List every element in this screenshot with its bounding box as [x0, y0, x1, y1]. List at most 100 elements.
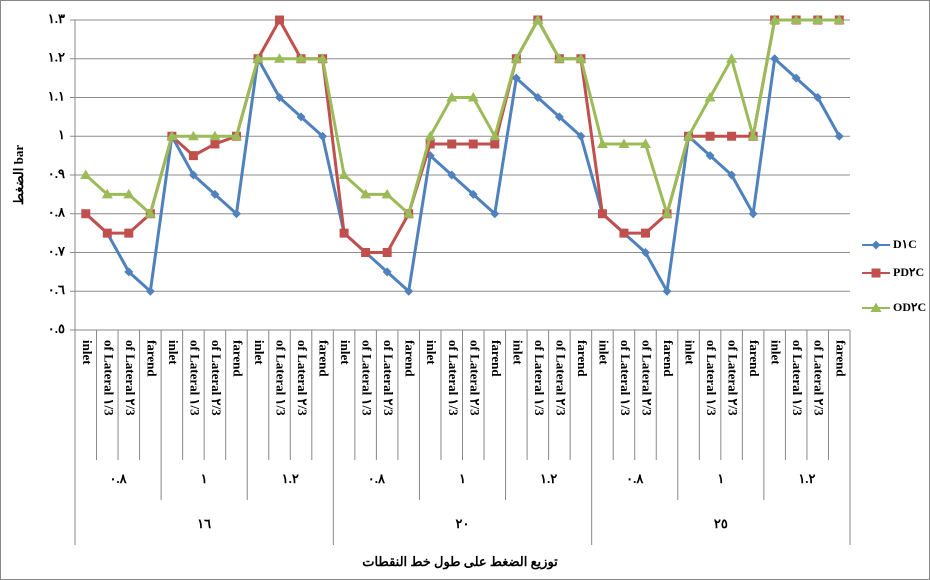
data-point: [101, 188, 113, 199]
data-point: [770, 54, 780, 64]
y-tick-label: ١: [58, 127, 65, 142]
data-point: [662, 286, 672, 296]
x-tick-label: of Lateral ٢/3: [726, 340, 741, 416]
data-point: [382, 267, 392, 277]
x-tick-label: of Lateral ٢/3: [381, 340, 396, 416]
x-tick-label: of Lateral ١/3: [532, 340, 547, 416]
x-tick-label: inlet: [424, 340, 439, 365]
legend-marker: [870, 302, 882, 312]
data-point: [747, 130, 759, 141]
x-tick-label: of Lateral ١/3: [790, 340, 805, 416]
x-tick-label: of Lateral ١/3: [446, 340, 461, 416]
x-tick-label: of Lateral ١/3: [360, 340, 375, 416]
series-line: [84, 16, 840, 220]
data-point: [124, 267, 134, 277]
data-point: [145, 286, 155, 296]
data-point: [425, 139, 435, 149]
data-point: [296, 112, 306, 122]
subgroup-label: ١: [201, 471, 208, 486]
x-axis-title: توزيع الضغط على طول خط النقطات: [362, 554, 558, 570]
x-tick-label: of Lateral ١/3: [187, 340, 202, 416]
data-point: [468, 139, 478, 149]
data-point: [467, 92, 479, 102]
y-tick-label: ١.٣: [48, 11, 65, 26]
data-point: [209, 130, 221, 141]
x-tick-label: inlet: [338, 340, 353, 365]
data-point: [252, 53, 264, 63]
data-point: [619, 228, 629, 238]
data-point: [790, 14, 802, 24]
data-point: [705, 151, 715, 161]
data-point: [102, 228, 112, 238]
legend-marker: [871, 240, 881, 250]
data-point: [188, 151, 198, 161]
series-line: [84, 54, 841, 296]
data-point: [489, 130, 501, 141]
x-tick-label: inlet: [80, 340, 95, 365]
x-tick-label: of Lateral ٢/3: [123, 340, 138, 416]
x-tick-label: of Lateral ٢/3: [295, 340, 310, 416]
y-tick-label: ٠.٩: [48, 166, 65, 181]
y-tick-label: ٠.٦: [48, 282, 65, 297]
data-point: [618, 138, 630, 148]
y-axis-title: الضغط bar: [11, 145, 26, 205]
data-point: [275, 15, 285, 25]
data-point: [381, 188, 393, 199]
data-point: [230, 130, 242, 141]
group-label: ١٦: [197, 516, 211, 531]
data-point: [188, 170, 198, 180]
subgroup-label: ١.٢: [540, 471, 557, 486]
data-point: [210, 189, 220, 199]
subgroup-label: ٠.٨: [626, 471, 644, 486]
data-point: [554, 112, 564, 122]
data-point: [812, 14, 824, 24]
data-point: [231, 209, 241, 219]
data-point: [210, 139, 220, 149]
x-tick-label: inlet: [252, 340, 267, 365]
data-point: [533, 93, 543, 102]
legend-marker: [871, 268, 881, 278]
subgroup-label: ١: [459, 471, 466, 486]
x-tick-label: farend: [661, 340, 676, 377]
data-point: [124, 228, 134, 238]
x-tick-label: inlet: [769, 340, 784, 365]
data-point: [404, 286, 414, 296]
data-point: [339, 228, 349, 238]
x-tick-label: of Lateral ١/3: [101, 340, 116, 416]
data-point: [317, 53, 329, 63]
data-point: [704, 92, 716, 102]
data-point: [833, 14, 845, 24]
data-point: [727, 131, 737, 141]
subgroup-label: ٠.٨: [109, 471, 127, 486]
subgroup-label: ٠.٨: [368, 471, 386, 486]
data-point: [275, 93, 285, 102]
x-tick-label: of Lateral ١/3: [704, 340, 719, 416]
subgroup-label: ١.٢: [282, 471, 299, 486]
data-point: [726, 53, 738, 63]
data-point: [295, 53, 307, 63]
data-point: [510, 53, 522, 63]
data-point: [834, 131, 844, 141]
data-point: [791, 73, 801, 83]
data-point: [813, 93, 823, 102]
data-point: [274, 53, 286, 63]
x-tick-label: inlet: [166, 340, 181, 365]
x-tick-label: farend: [230, 340, 245, 377]
x-tick-label: of Lateral ٢/3: [812, 340, 827, 416]
data-point: [576, 131, 586, 141]
data-point: [80, 169, 92, 179]
x-tick-label: of Lateral ٢/3: [209, 340, 224, 416]
x-tick-label: inlet: [683, 340, 698, 365]
x-tick-label: of Lateral ١/3: [618, 340, 633, 416]
data-point: [424, 130, 436, 141]
data-point: [640, 228, 650, 238]
group-label: ٢٥: [714, 516, 728, 531]
data-point: [361, 248, 371, 257]
y-tick-label: ٠.٧: [48, 243, 66, 258]
data-point: [769, 14, 781, 24]
data-point: [683, 130, 695, 141]
x-tick-label: farend: [403, 340, 418, 377]
legend-label: OD٢C: [893, 300, 926, 314]
x-tick-label: farend: [747, 340, 762, 377]
